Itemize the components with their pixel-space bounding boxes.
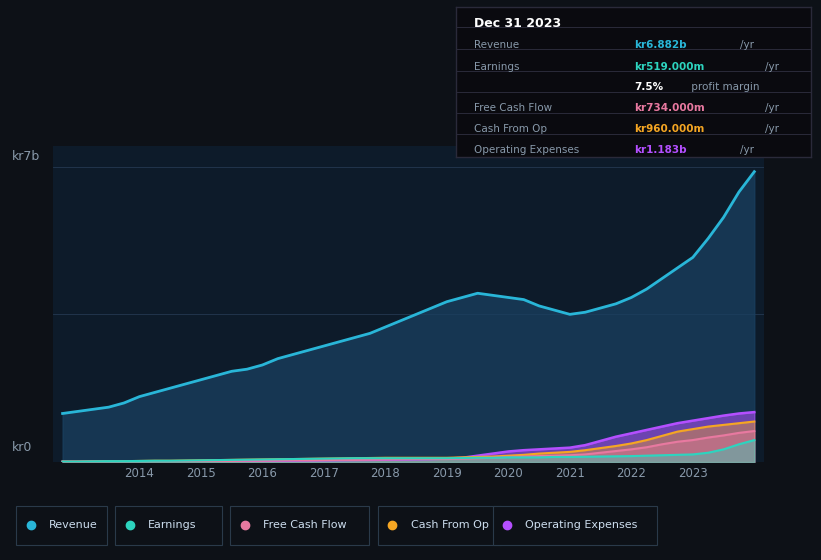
Text: Cash From Op: Cash From Op [410,520,488,530]
FancyBboxPatch shape [16,506,107,544]
Text: Revenue: Revenue [475,40,520,50]
Text: kr960.000m: kr960.000m [634,124,704,134]
FancyBboxPatch shape [493,506,657,544]
Text: Operating Expenses: Operating Expenses [475,145,580,155]
Text: kr1.183b: kr1.183b [634,145,686,155]
Text: 7.5%: 7.5% [634,82,663,92]
Text: Revenue: Revenue [49,520,98,530]
Text: kr519.000m: kr519.000m [634,62,704,72]
Text: /yr: /yr [765,62,779,72]
Text: kr7b: kr7b [12,150,40,162]
Text: Earnings: Earnings [148,520,196,530]
Text: profit margin: profit margin [689,82,760,92]
Text: /yr: /yr [765,124,779,134]
Text: /yr: /yr [740,145,754,155]
Text: Operating Expenses: Operating Expenses [525,520,638,530]
FancyBboxPatch shape [230,506,369,544]
Text: Earnings: Earnings [475,62,520,72]
Text: Free Cash Flow: Free Cash Flow [263,520,346,530]
Text: /yr: /yr [740,40,754,50]
Text: Free Cash Flow: Free Cash Flow [475,103,553,113]
Text: kr734.000m: kr734.000m [634,103,704,113]
Text: /yr: /yr [765,103,779,113]
FancyBboxPatch shape [115,506,222,544]
Text: kr0: kr0 [12,441,33,454]
FancyBboxPatch shape [378,506,501,544]
Text: Cash From Op: Cash From Op [475,124,548,134]
Text: Dec 31 2023: Dec 31 2023 [475,17,562,30]
Text: kr6.882b: kr6.882b [634,40,686,50]
